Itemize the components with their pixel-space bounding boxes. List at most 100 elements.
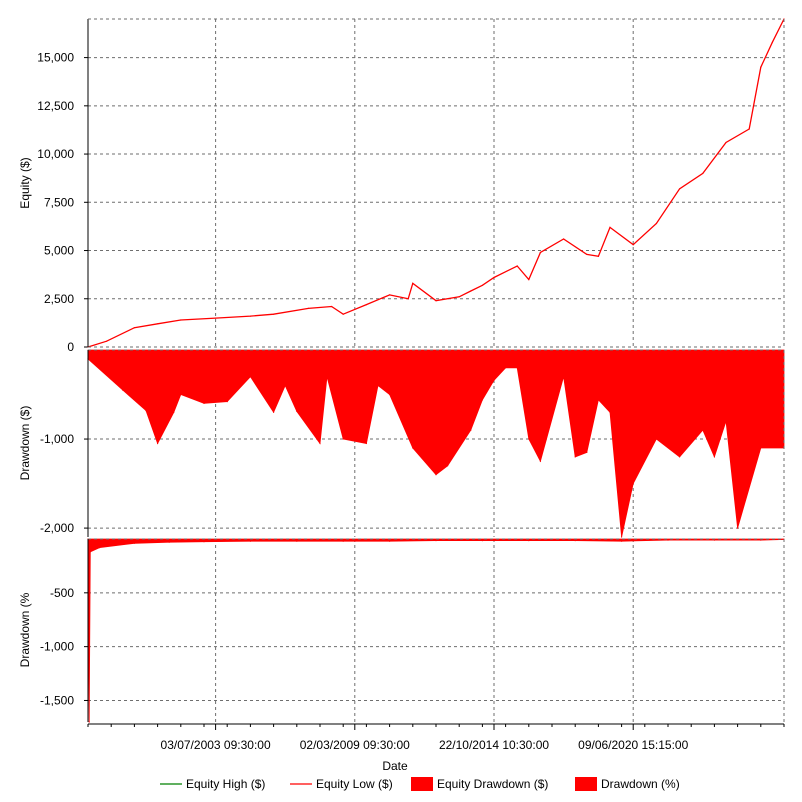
- data-point: [597, 255, 600, 257]
- data-point: [760, 539, 762, 541]
- data-point: [725, 141, 727, 144]
- data-point: [470, 429, 472, 431]
- data-point: [435, 474, 437, 476]
- data-point: [621, 536, 623, 538]
- data-point: [133, 327, 135, 329]
- data-point: [99, 547, 101, 549]
- data-point: [326, 376, 328, 378]
- data-point: [88, 721, 90, 723]
- data-point: [713, 456, 716, 458]
- data-point: [389, 294, 391, 296]
- y-tick-label: 15,000: [37, 51, 74, 65]
- x-tick-label: 09/06/2020 15:15:00: [578, 738, 688, 752]
- data-point: [563, 238, 565, 240]
- data-point: [516, 367, 518, 369]
- data-point: [342, 438, 344, 440]
- y-tick-label: -2,000: [40, 521, 74, 535]
- data-point: [412, 282, 414, 284]
- data-point: [377, 385, 379, 387]
- data-point: [655, 222, 658, 225]
- data-point: [365, 304, 367, 306]
- data-point: [342, 540, 344, 542]
- y-tick-label: 12,500: [37, 99, 74, 113]
- drawdown-dollar-panel: -1,000 -2,000 Drawdown ($): [18, 349, 785, 538]
- data-point: [481, 284, 483, 286]
- data-point: [470, 290, 472, 292]
- data-point: [319, 442, 321, 445]
- data-point: [173, 411, 175, 413]
- data-point: [621, 540, 623, 542]
- data-point: [389, 540, 391, 542]
- legend-label: Drawdown (%): [601, 777, 680, 791]
- legend-label: Equity High ($): [186, 777, 265, 791]
- data-point: [307, 307, 309, 309]
- equity-panel: 0 2,500 5,000 7,500 10,000 12,500 15,000 Equity…: [18, 18, 785, 354]
- data-point: [407, 298, 409, 300]
- y-tick-label: 10,000: [37, 147, 74, 161]
- data-point: [760, 447, 762, 449]
- series-area-drawdown-dollars: [87, 349, 785, 538]
- data-point: [412, 447, 414, 449]
- data-point: [493, 276, 495, 279]
- y-axis-label: Drawdown (%: [18, 592, 32, 667]
- data-point: [331, 305, 333, 308]
- data-point: [203, 541, 205, 543]
- legend-label: Equity Low ($): [316, 777, 393, 791]
- data-point: [273, 411, 275, 413]
- data-point: [748, 128, 750, 130]
- data-point: [632, 483, 634, 485]
- data-point: [632, 244, 634, 246]
- x-tick-label: 03/07/2003 09:30:00: [161, 738, 271, 752]
- data-point: [180, 319, 182, 321]
- data-point: [528, 438, 530, 440]
- data-point: [586, 253, 588, 255]
- legend-label: Equity Drawdown ($): [437, 777, 548, 791]
- x-axis-label: Date: [382, 759, 408, 773]
- data-point: [563, 376, 565, 378]
- data-point: [516, 265, 518, 267]
- y-tick-label: -1,500: [40, 693, 74, 707]
- data-point: [435, 300, 437, 302]
- data-point: [574, 456, 576, 458]
- x-tick-label: 02/03/2009 09:30:00: [300, 738, 410, 752]
- y-tick-label: -1,000: [40, 640, 74, 654]
- y-axis-label: Drawdown ($): [18, 406, 32, 481]
- data-point: [655, 438, 658, 440]
- data-point: [389, 393, 391, 396]
- data-point: [481, 399, 483, 401]
- y-axis-label: Equity ($): [18, 157, 32, 208]
- series-area-drawdown-percent: [87, 538, 785, 723]
- x-tick-label: 22/10/2014 10:30:00: [439, 738, 549, 752]
- data-point: [342, 313, 344, 315]
- y-tick-label: 0: [67, 340, 74, 354]
- data-point: [226, 401, 228, 403]
- data-point: [273, 313, 275, 315]
- data-point: [702, 429, 704, 431]
- data-point: [447, 465, 449, 467]
- data-point: [249, 315, 251, 317]
- drawdown-percent-panel: -500 -1,000 -1,500 Drawdown (%: [18, 538, 785, 723]
- data-point: [574, 540, 576, 542]
- data-point: [702, 172, 704, 174]
- data-point: [296, 410, 298, 412]
- legend-swatch-box: [411, 777, 433, 791]
- data-point: [284, 385, 286, 387]
- data-point: [435, 540, 437, 542]
- data-point: [458, 296, 460, 298]
- x-axis: 03/07/2003 09:30:00 02/03/2009 09:30:00 22…: [87, 723, 785, 773]
- data-point: [249, 540, 251, 542]
- data-point: [122, 389, 124, 391]
- data-point: [133, 542, 135, 544]
- y-tick-label: -500: [50, 586, 74, 600]
- legend: Equity High ($) Equity Low ($) Equity Draw…: [160, 777, 680, 791]
- data-point: [737, 527, 739, 529]
- data-point: [725, 420, 727, 422]
- data-point: [528, 278, 530, 281]
- data-point: [771, 41, 774, 43]
- data-point: [203, 402, 205, 404]
- y-tick-label: 2,500: [44, 292, 74, 306]
- data-point: [249, 376, 251, 378]
- data-point: [597, 399, 600, 401]
